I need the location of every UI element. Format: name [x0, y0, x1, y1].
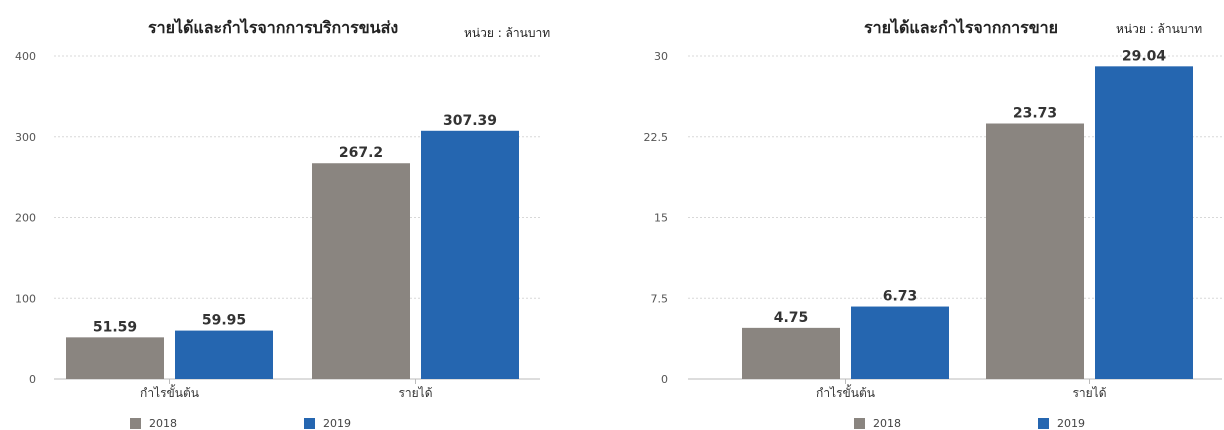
- data-label: 23.73: [1013, 106, 1057, 122]
- bar-2018: [986, 123, 1084, 380]
- y-tick-label: 30: [654, 50, 668, 63]
- legend-item-2019[interactable]: 2019: [304, 417, 351, 430]
- legend-label: 2018: [149, 417, 177, 430]
- bar-2018: [312, 163, 410, 379]
- legend-item-2019[interactable]: 2019: [1038, 417, 1085, 430]
- x-tick-label: กำไรขั้นต้น: [140, 384, 199, 400]
- legend-swatch: [854, 418, 865, 429]
- chart-service-revenue: รายได้และกำไรจากการบริการขนส่ง หน่วย : ล…: [0, 0, 560, 430]
- data-label: 267.2: [339, 145, 383, 161]
- x-tick-label: รายได้: [398, 386, 432, 400]
- legend-swatch: [304, 418, 315, 429]
- bar-2018: [66, 337, 164, 379]
- legend-label: 2019: [1057, 417, 1085, 430]
- y-tick-label: 100: [15, 292, 36, 305]
- y-tick-label: 0: [29, 373, 36, 386]
- data-label: 307.39: [443, 113, 497, 129]
- x-tick-label: รายได้: [1072, 386, 1106, 400]
- legend-swatch: [130, 418, 141, 429]
- bar-2019: [851, 306, 949, 379]
- legend-item-2018[interactable]: 2018: [130, 417, 177, 430]
- y-tick-label: 400: [15, 50, 36, 63]
- data-label: 6.73: [883, 289, 918, 305]
- data-label: 59.95: [202, 313, 246, 329]
- chart-plot: 0 100 200 300 400 51.59 59.95 กำไรขั้นต้น 267.2 3…: [15, 50, 540, 400]
- data-label: 4.75: [774, 310, 809, 326]
- unit-label: หน่วย : ล้านบาท: [1116, 22, 1203, 36]
- chart-title: รายได้และกำไรจากการขาย: [864, 18, 1059, 37]
- unit-label: หน่วย : ล้านบาท: [464, 26, 551, 40]
- chart-sales-revenue: รายได้และกำไรจากการขาย หน่วย : ล้านบาท 0…: [640, 0, 1224, 430]
- y-tick-label: 300: [15, 131, 36, 144]
- legend-label: 2019: [323, 417, 351, 430]
- legend-swatch: [1038, 418, 1049, 429]
- x-tick-label: กำไรขั้นต้น: [816, 384, 875, 400]
- bar-2019: [175, 330, 273, 379]
- legend-label: 2018: [873, 417, 901, 430]
- chart-plot: 0 7.5 15 22.5 30 4.75 6.73 กำไรขั้นต้น 23.73 29.0…: [644, 48, 1222, 400]
- y-tick-label: 22.5: [644, 131, 669, 144]
- y-tick-label: 0: [661, 373, 668, 386]
- bar-2019: [421, 130, 519, 379]
- data-label: 29.04: [1122, 48, 1167, 64]
- bar-2018: [742, 327, 840, 379]
- legend-item-2018[interactable]: 2018: [854, 417, 901, 430]
- y-tick-label: 7.5: [651, 292, 669, 305]
- bar-2019: [1095, 66, 1193, 379]
- chart-title: รายได้และกำไรจากการบริการขนส่ง: [148, 18, 399, 37]
- y-tick-label: 200: [15, 212, 36, 225]
- data-label: 51.59: [93, 319, 137, 335]
- y-tick-label: 15: [654, 212, 668, 225]
